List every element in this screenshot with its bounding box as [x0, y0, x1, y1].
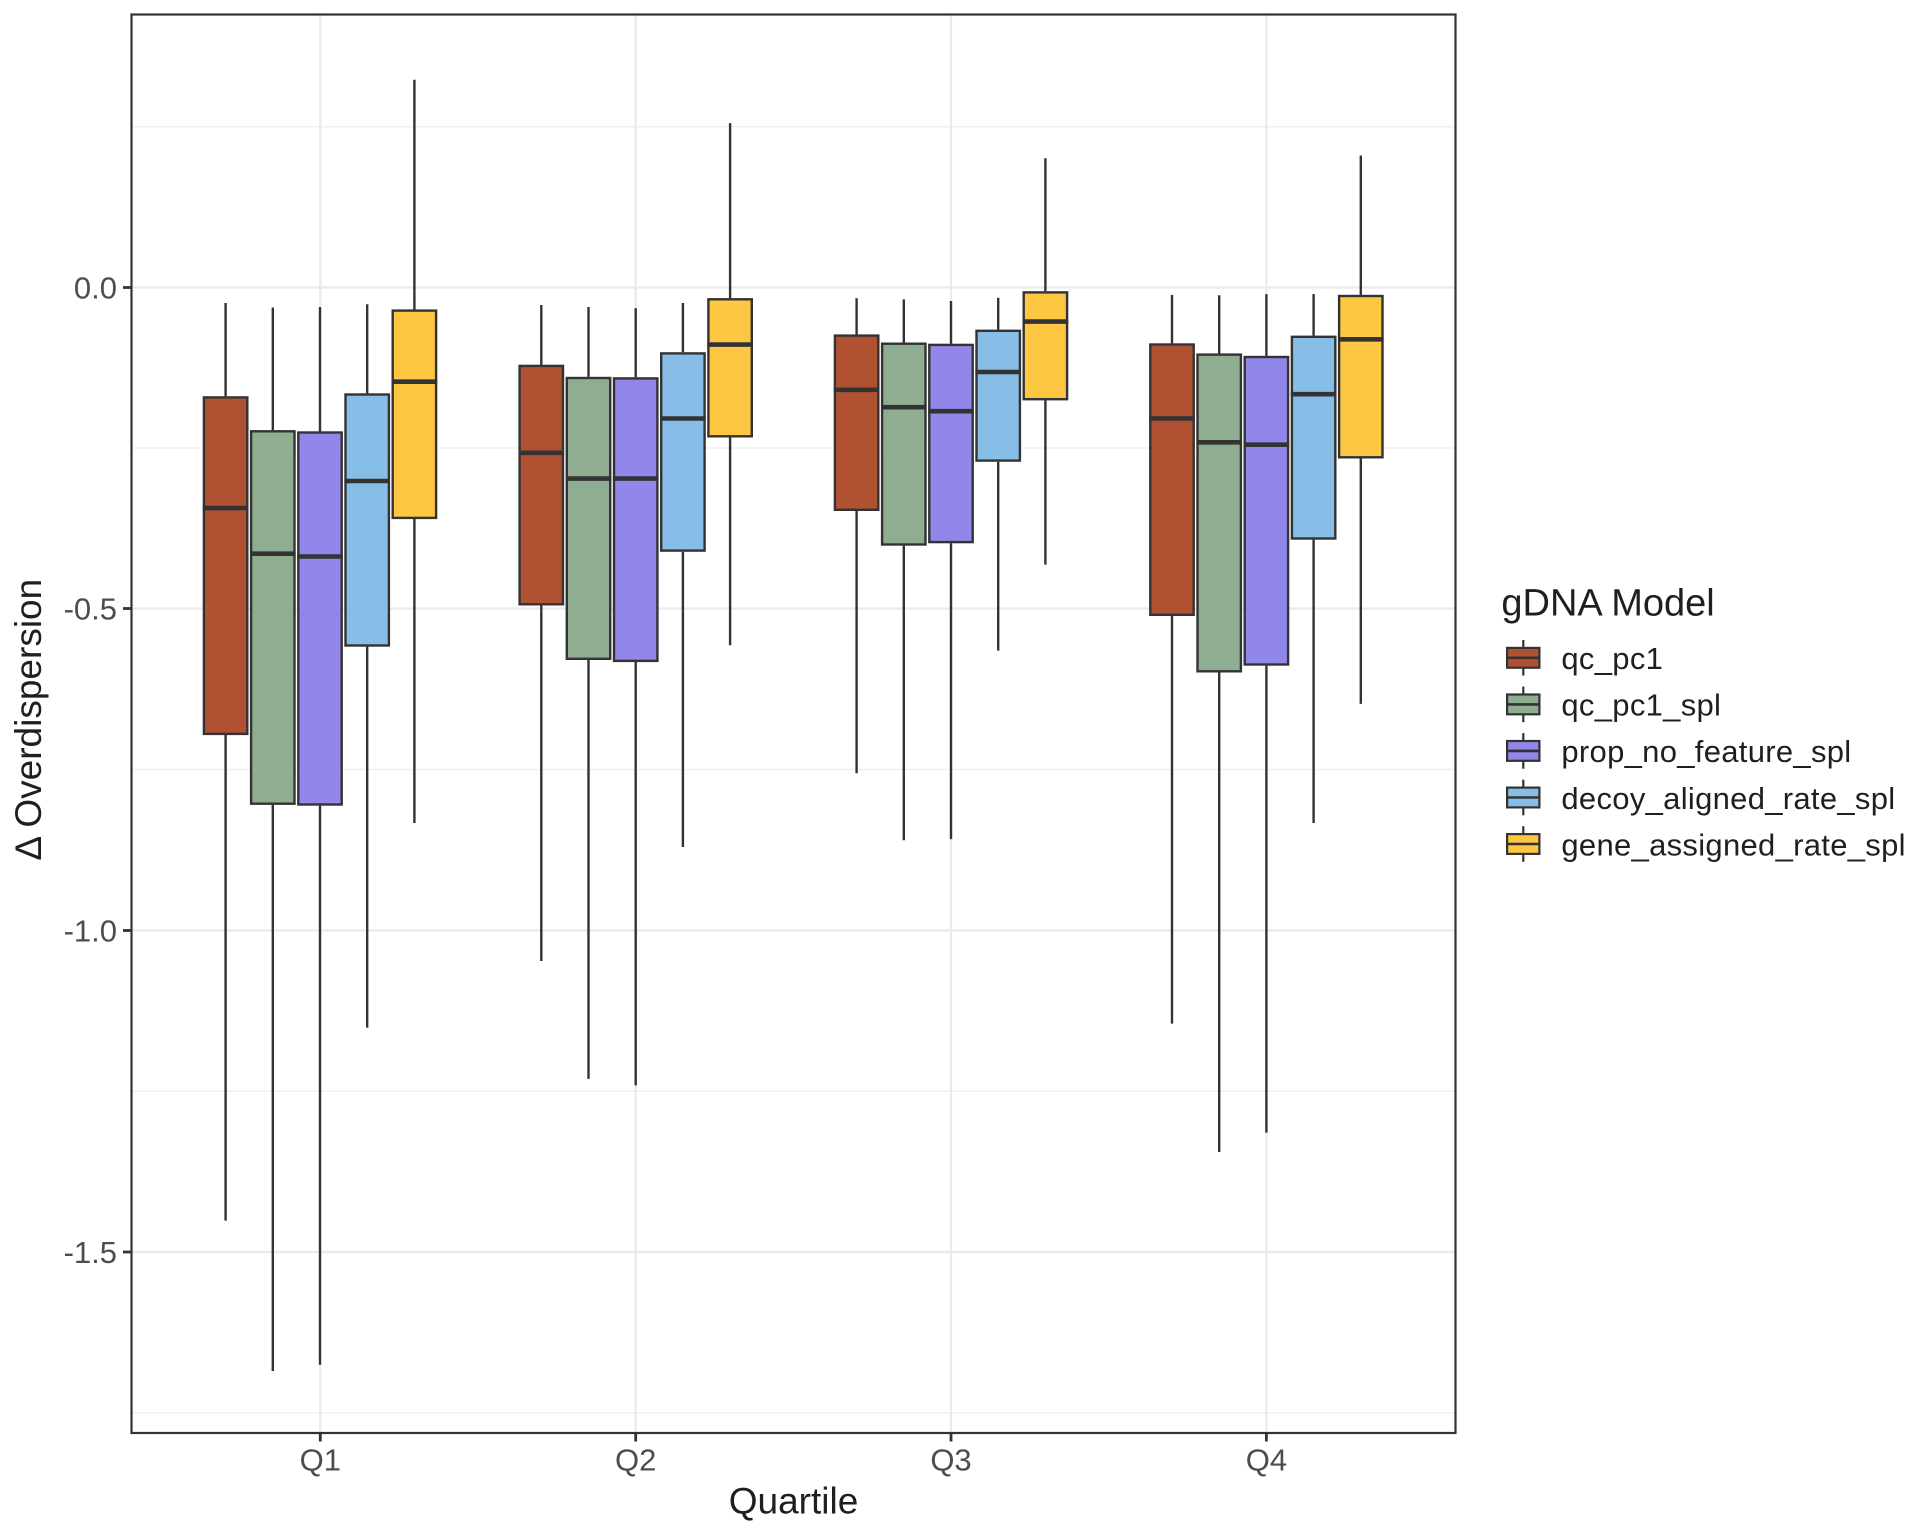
svg-text:decoy_aligned_rate_spl: decoy_aligned_rate_spl: [1561, 781, 1895, 816]
svg-text:Q2: Q2: [615, 1443, 656, 1478]
svg-text:Δ Overdispersion: Δ Overdispersion: [8, 579, 49, 861]
svg-text:Q4: Q4: [1246, 1443, 1287, 1478]
svg-text:prop_no_feature_spl: prop_no_feature_spl: [1561, 734, 1851, 769]
svg-text:-1.0: -1.0: [64, 913, 117, 948]
svg-text:-0.5: -0.5: [64, 591, 117, 626]
svg-text:0.0: 0.0: [74, 270, 117, 305]
svg-text:-1.5: -1.5: [64, 1235, 117, 1270]
svg-text:Q3: Q3: [930, 1443, 971, 1478]
svg-text:qc_pc1: qc_pc1: [1561, 641, 1663, 676]
svg-text:Quartile: Quartile: [729, 1481, 859, 1522]
svg-text:gene_assigned_rate_spl: gene_assigned_rate_spl: [1561, 827, 1905, 862]
svg-text:qc_pc1_spl: qc_pc1_spl: [1561, 688, 1721, 723]
svg-text:gDNA Model: gDNA Model: [1501, 583, 1714, 625]
svg-text:Q1: Q1: [300, 1443, 341, 1478]
